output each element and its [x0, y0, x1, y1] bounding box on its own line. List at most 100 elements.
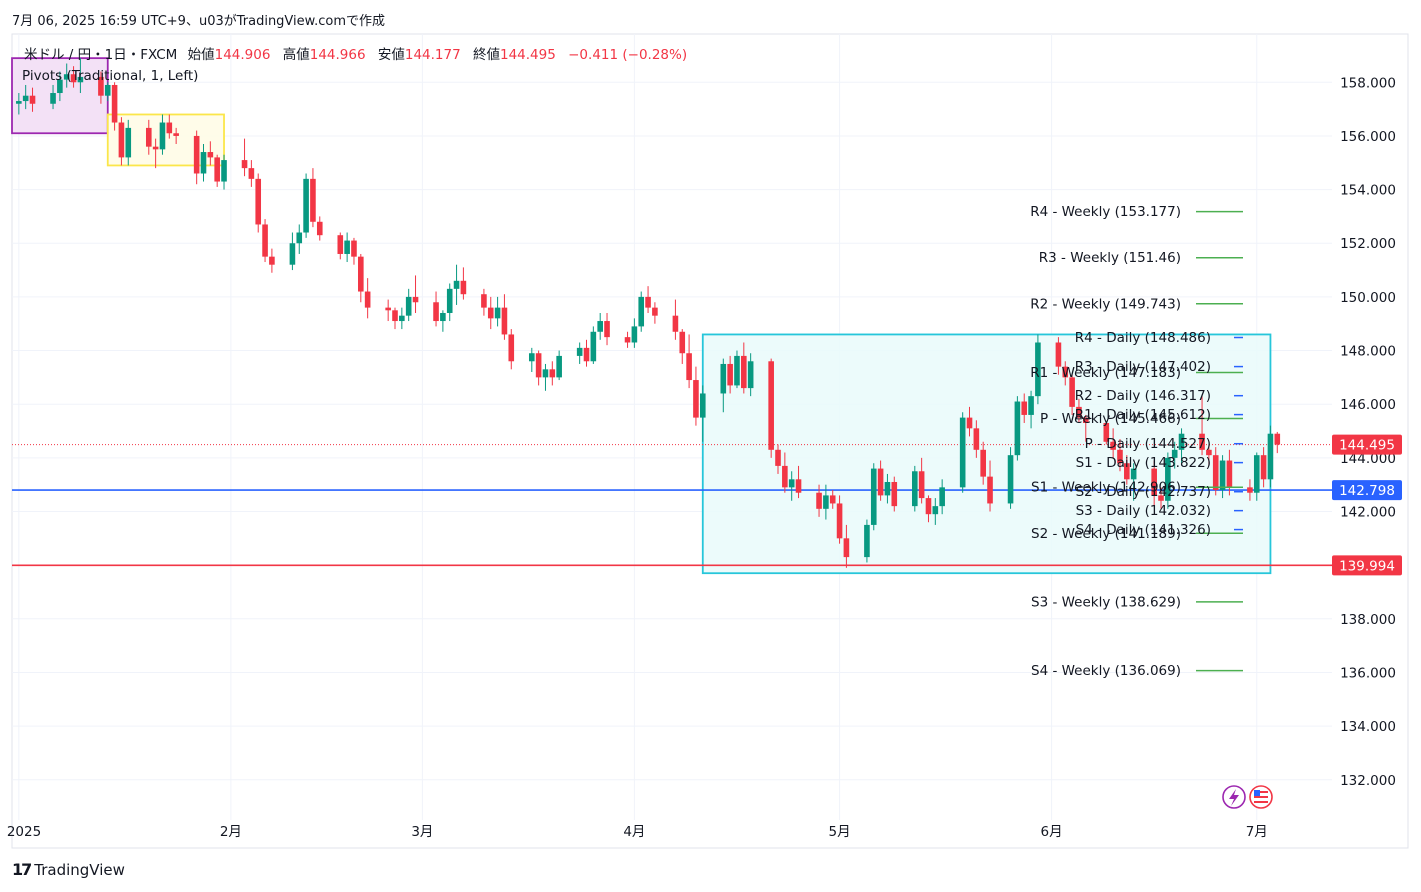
candle[interactable]: [836, 495, 843, 544]
candle[interactable]: [1206, 444, 1212, 466]
candle[interactable]: [145, 119, 152, 155]
candle[interactable]: [959, 412, 966, 493]
candle[interactable]: [303, 173, 309, 238]
tradingview-logo[interactable]: 17 TradingView: [12, 860, 125, 879]
candle[interactable]: [1165, 452, 1171, 509]
candle[interactable]: [939, 479, 945, 515]
candle[interactable]: [351, 237, 357, 265]
candle[interactable]: [747, 353, 754, 397]
candle[interactable]: [289, 232, 296, 271]
candle[interactable]: [200, 143, 207, 182]
candle[interactable]: [296, 224, 303, 254]
candle[interactable]: [720, 358, 727, 413]
candle[interactable]: [624, 331, 631, 348]
candle[interactable]: [699, 385, 706, 442]
candle[interactable]: [1007, 447, 1014, 509]
candle[interactable]: [1151, 460, 1157, 507]
candle[interactable]: [686, 334, 692, 389]
candle[interactable]: [392, 307, 398, 330]
candle[interactable]: [16, 93, 22, 115]
candle[interactable]: [823, 484, 829, 520]
candle[interactable]: [316, 216, 323, 241]
candle[interactable]: [1267, 425, 1274, 488]
candle[interactable]: [269, 248, 275, 273]
candle[interactable]: [1021, 393, 1028, 423]
candle[interactable]: [453, 264, 460, 305]
candle[interactable]: [166, 114, 173, 139]
candle[interactable]: [829, 490, 836, 509]
candle[interactable]: [364, 278, 371, 319]
candle[interactable]: [1082, 414, 1089, 442]
candle[interactable]: [925, 495, 932, 523]
candle[interactable]: [460, 267, 467, 300]
chart-badges[interactable]: [1222, 785, 1273, 809]
candle[interactable]: [440, 310, 446, 332]
candle[interactable]: [57, 71, 63, 102]
candle[interactable]: [911, 465, 918, 512]
candle[interactable]: [1171, 441, 1178, 469]
candles[interactable]: [16, 58, 1281, 568]
candle[interactable]: [843, 524, 850, 568]
candle[interactable]: [248, 160, 255, 187]
candle[interactable]: [556, 350, 562, 381]
candle[interactable]: [1253, 452, 1260, 501]
candle[interactable]: [50, 84, 56, 110]
candle[interactable]: [891, 476, 898, 512]
candle[interactable]: [795, 465, 802, 499]
candle[interactable]: [987, 460, 993, 512]
candle[interactable]: [741, 342, 747, 394]
candle[interactable]: [1219, 455, 1226, 499]
candle[interactable]: [816, 484, 822, 517]
candle[interactable]: [1062, 361, 1069, 386]
candle[interactable]: [433, 291, 439, 327]
candle[interactable]: [70, 66, 77, 88]
candle[interactable]: [1028, 390, 1034, 429]
candle[interactable]: [638, 291, 645, 332]
candle[interactable]: [877, 460, 884, 501]
candle[interactable]: [221, 154, 227, 190]
price-axis[interactable]: 158.000 156.000 154.000 152.000 150.000 148.0…: [1332, 75, 1402, 789]
candle[interactable]: [1035, 334, 1041, 405]
candle[interactable]: [727, 355, 733, 394]
candle[interactable]: [125, 119, 132, 166]
candle[interactable]: [118, 117, 125, 166]
candle[interactable]: [446, 283, 453, 322]
candle[interactable]: [1130, 463, 1137, 501]
candle[interactable]: [1110, 428, 1116, 458]
candle[interactable]: [528, 347, 535, 373]
candle[interactable]: [549, 361, 556, 386]
candle[interactable]: [77, 58, 84, 94]
time-axis[interactable]: 2025 2月 3月 4月 5月 6月 7月: [7, 824, 1268, 840]
candle[interactable]: [173, 127, 179, 144]
candle[interactable]: [864, 519, 870, 563]
candle[interactable]: [1117, 439, 1123, 472]
candle[interactable]: [310, 168, 316, 228]
candle[interactable]: [1247, 479, 1253, 501]
candle[interactable]: [152, 138, 159, 169]
candle[interactable]: [337, 232, 344, 260]
candle[interactable]: [98, 71, 104, 104]
candle[interactable]: [63, 63, 70, 88]
candle[interactable]: [405, 288, 412, 322]
candle[interactable]: [262, 219, 268, 263]
candle[interactable]: [597, 312, 603, 340]
candle[interactable]: [583, 339, 590, 367]
candle[interactable]: [508, 329, 515, 370]
candle[interactable]: [29, 87, 36, 112]
candle[interactable]: [1199, 396, 1205, 456]
candle[interactable]: [734, 350, 740, 389]
candle[interactable]: [870, 463, 877, 531]
candle[interactable]: [1076, 398, 1082, 423]
candle[interactable]: [1178, 428, 1185, 464]
candle[interactable]: [399, 307, 405, 330]
candle[interactable]: [412, 275, 419, 313]
candle[interactable]: [788, 471, 795, 501]
candle[interactable]: [652, 302, 658, 324]
candle[interactable]: [884, 473, 891, 504]
candle[interactable]: [111, 82, 118, 131]
candle[interactable]: [590, 326, 597, 364]
candle[interactable]: [1069, 374, 1075, 415]
candle[interactable]: [487, 296, 494, 330]
candle[interactable]: [1103, 422, 1110, 445]
